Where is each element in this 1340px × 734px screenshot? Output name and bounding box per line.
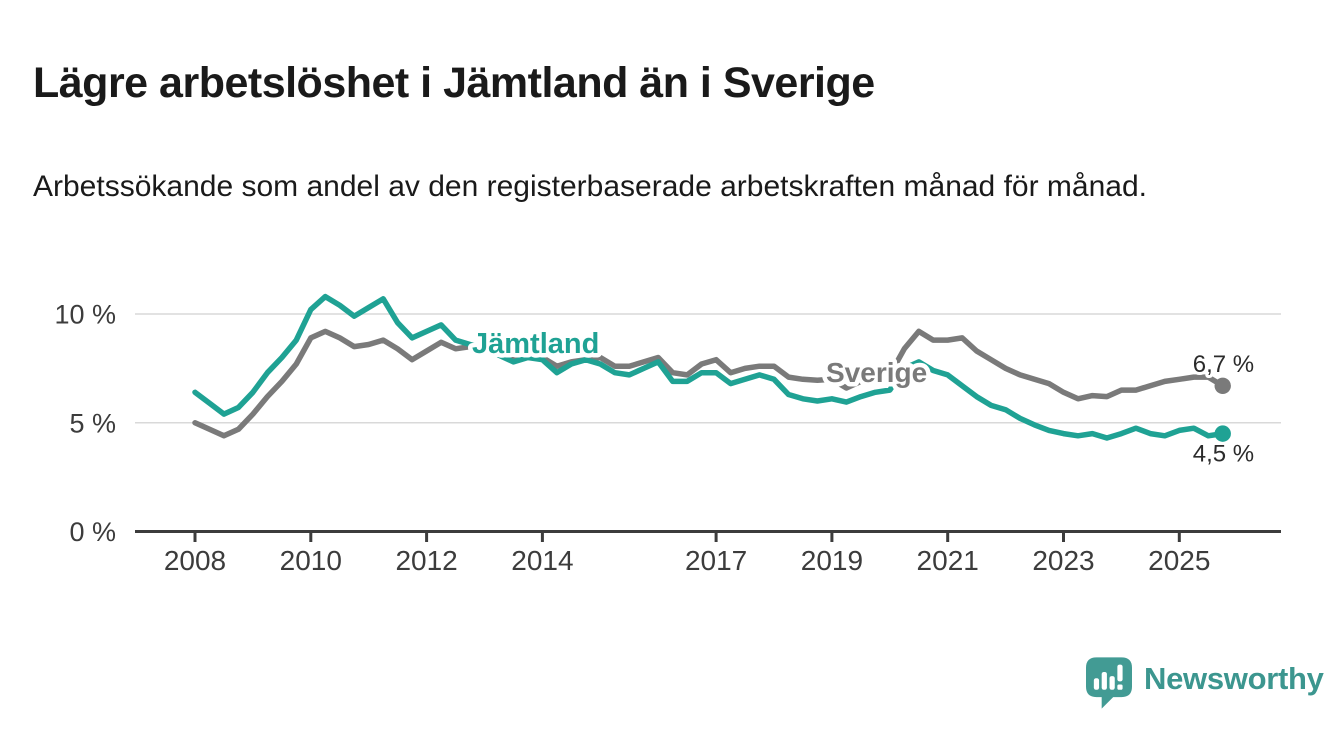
x-tick-label: 2012 — [395, 545, 457, 576]
x-tick-label: 2021 — [917, 545, 979, 576]
x-tick-label: 2010 — [280, 545, 342, 576]
brand-name: Newsworthy — [1144, 661, 1324, 696]
x-axis — [135, 530, 1281, 542]
x-tick-label: 2008 — [164, 545, 226, 576]
y-tick-label: 5 % — [69, 408, 116, 438]
x-tick-label: 2025 — [1148, 545, 1210, 576]
series-line-sverige — [192, 328, 1226, 439]
x-tick-label: 2017 — [685, 545, 747, 576]
series-label: Jämtland — [472, 328, 599, 360]
end-dot — [1214, 425, 1231, 442]
gridlines — [135, 313, 1281, 424]
end-value-labels: 4,5 % 6,7 % — [1190, 348, 1257, 471]
series-end-dots — [1214, 377, 1231, 442]
series-labels: Jämtland Sverige — [468, 324, 932, 393]
end-value-label: 4,5 % — [1193, 441, 1254, 468]
series-lines — [192, 293, 1226, 441]
end-value-label: 6,7 % — [1193, 351, 1254, 378]
end-dot — [1214, 377, 1231, 394]
y-tick-label: 10 % — [54, 300, 116, 330]
series-label: Sverige — [826, 357, 927, 388]
x-tick-label: 2023 — [1032, 545, 1094, 576]
x-tick-label: 2014 — [511, 545, 573, 576]
series-line-jamtland — [192, 293, 1226, 441]
bar-chart-speech-bubble-icon — [1086, 657, 1132, 709]
y-tick-labels: 0 % 5 % 10 % — [54, 300, 116, 548]
page-title: Lägre arbetslöshet i Jämtland än i Sveri… — [33, 58, 875, 107]
page-subtitle: Arbetssökande som andel av den registerb… — [33, 170, 1147, 203]
x-tick-label: 2019 — [801, 545, 863, 576]
brand-logo: Newsworthy — [1086, 657, 1324, 710]
y-tick-label: 0 % — [69, 517, 116, 547]
x-tick-labels: 2008 2010 2012 2014 2017 2019 2021 2023 2025 — [164, 545, 1211, 576]
